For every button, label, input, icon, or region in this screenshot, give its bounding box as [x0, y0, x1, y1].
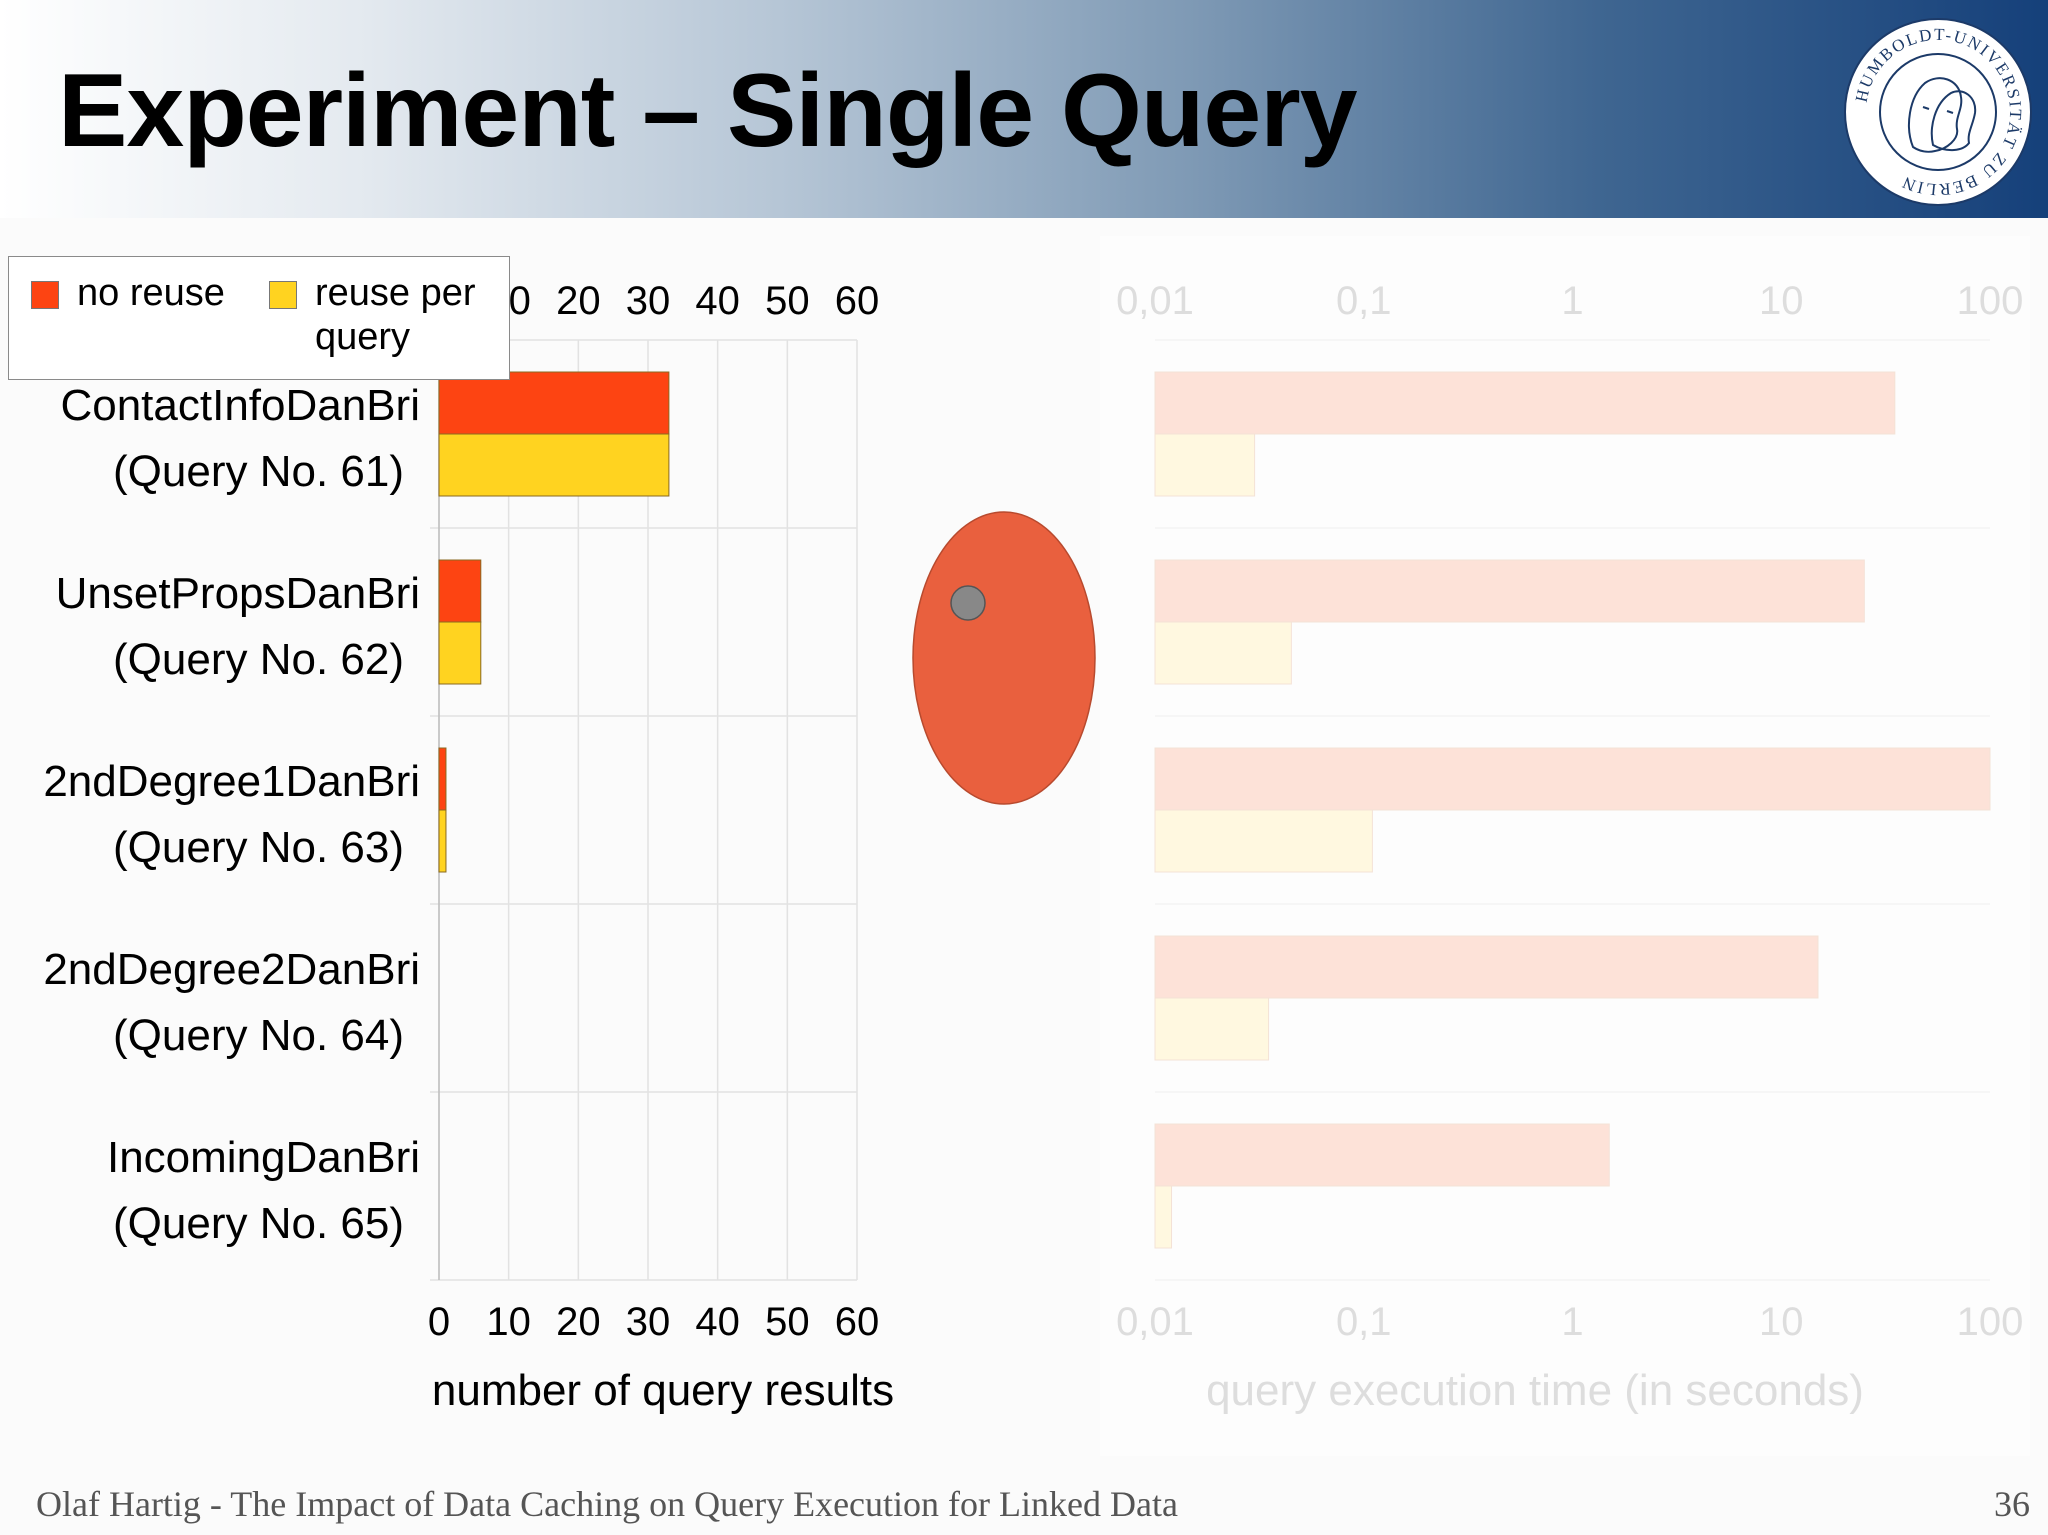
page-number: 36: [1994, 1484, 2030, 1524]
legend-label: reuse per query: [315, 272, 476, 358]
category-label: IncomingDanBri: [107, 1133, 420, 1182]
bar-no-reuse: [1154, 747, 1991, 811]
category-label: 2ndDegree2DanBri: [43, 945, 420, 994]
bar-reuse-per-query: [438, 621, 482, 685]
category-label: (Query No. 65): [113, 1199, 404, 1248]
university-seal-icon: HUMBOLDT-UNIVERSITÄT ZU BERLIN: [1844, 18, 2032, 206]
x-tick-label-bottom: 0: [428, 1300, 450, 1344]
x-tick-label-bottom: 10: [1759, 1300, 1804, 1344]
x-axis-label: query execution time (in seconds): [1206, 1366, 1864, 1415]
bar-reuse-per-query: [1154, 621, 1292, 685]
slide-title: Experiment – Single Query: [58, 53, 1358, 169]
x-tick-label-bottom: 0,01: [1116, 1300, 1194, 1344]
legend-swatch-no-reuse: [31, 281, 59, 309]
category-label: (Query No. 62): [113, 635, 404, 684]
category-label: (Query No. 64): [113, 1011, 404, 1060]
x-axis-label: number of query results: [432, 1366, 894, 1415]
x-tick-label-bottom: 30: [626, 1300, 671, 1344]
chart-execution-time: 0,01 0,01 0,1 0,1 1 1 10 10 100 100 query executio…: [1100, 236, 2030, 1456]
x-tick-label-top: 50: [765, 279, 810, 323]
chart-query-results: ContactInfoDanBri (Query No. 61) UnsetProp…: [43, 279, 894, 1415]
x-tick-label-top: 0,01: [1116, 279, 1194, 323]
bar-reuse-per-query: [438, 433, 670, 497]
highlight-dot: [950, 585, 986, 621]
slide-header: Experiment – Single Query HUMBOLDT-UNIVE…: [0, 0, 2048, 218]
category-label: (Query No. 61): [113, 447, 404, 496]
x-tick-label-bottom: 50: [765, 1300, 810, 1344]
bar-no-reuse: [438, 559, 482, 623]
bar-reuse-per-query: [1154, 1185, 1173, 1249]
bar-no-reuse: [1154, 371, 1896, 435]
bar-no-reuse: [438, 371, 670, 435]
chart-legend: no reuse reuse per query: [8, 256, 510, 380]
bar-reuse-per-query: [1154, 997, 1270, 1061]
x-tick-label-bottom: 1: [1561, 1300, 1583, 1344]
x-tick-label-top: 0,1: [1336, 279, 1392, 323]
category-label: ContactInfoDanBri: [60, 381, 420, 430]
x-tick-label-bottom: 20: [556, 1300, 601, 1344]
footer-text: Olaf Hartig - The Impact of Data Caching…: [36, 1484, 1178, 1524]
legend-swatch-reuse-per-query: [269, 281, 297, 309]
bar-no-reuse: [1154, 935, 1819, 999]
category-label: (Query No. 63): [113, 823, 404, 872]
legend-label: no reuse: [77, 272, 225, 314]
x-tick-label-top: 1: [1561, 279, 1583, 323]
bar-no-reuse: [438, 747, 447, 811]
category-label: 2ndDegree1DanBri: [43, 757, 420, 806]
x-tick-label-top: 100: [1957, 279, 2024, 323]
x-tick-label-bottom: 60: [835, 1300, 880, 1344]
x-tick-label-top: 10: [1759, 279, 1804, 323]
x-tick-label-bottom: 100: [1957, 1300, 2024, 1344]
x-tick-label-bottom: 40: [695, 1300, 740, 1344]
x-tick-label-top: 20: [556, 279, 601, 323]
bar-reuse-per-query: [438, 809, 447, 873]
x-tick-label-top: 30: [626, 279, 671, 323]
bar-no-reuse: [1154, 559, 1865, 623]
category-label: UnsetPropsDanBri: [56, 569, 420, 618]
x-tick-label-top: 40: [695, 279, 740, 323]
bar-reuse-per-query: [1154, 809, 1373, 873]
bar-reuse-per-query: [1154, 433, 1256, 497]
highlight-ellipse: [912, 511, 1096, 805]
x-tick-label-top: 60: [835, 279, 880, 323]
x-tick-label-bottom: 0,1: [1336, 1300, 1392, 1344]
bar-no-reuse: [1154, 1123, 1610, 1187]
x-tick-label-bottom: 10: [486, 1300, 531, 1344]
